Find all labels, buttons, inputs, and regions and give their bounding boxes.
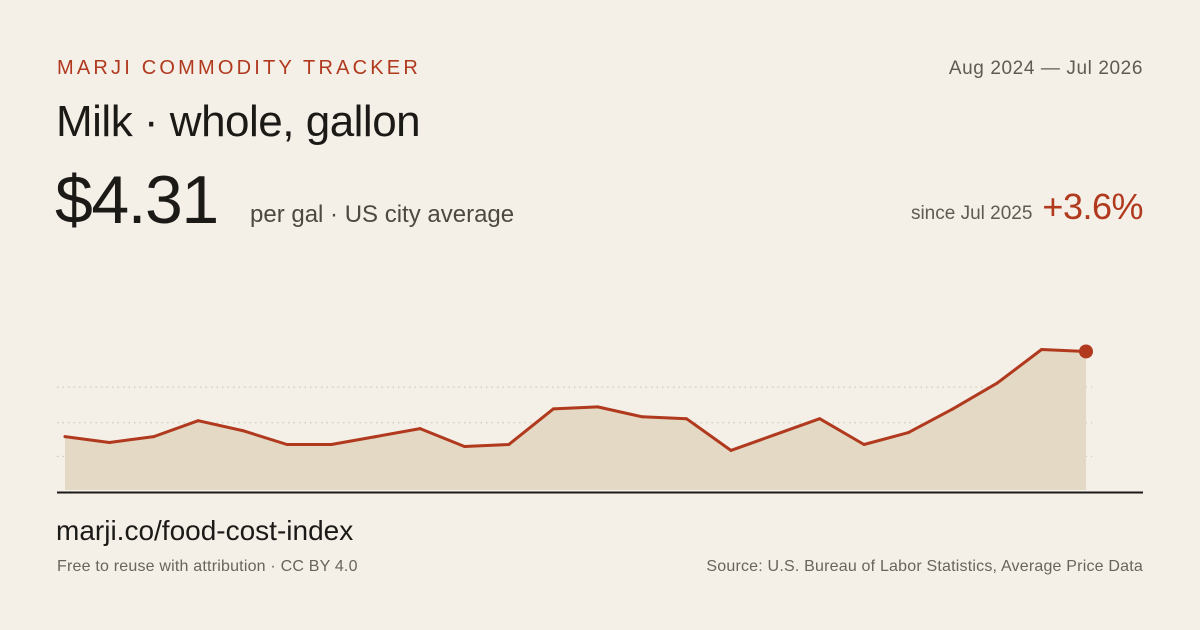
data-point-jul-2025 xyxy=(551,407,555,411)
source-note: Source: U.S. Bureau of Labor Statistics,… xyxy=(706,558,1143,575)
data-point-nov-2024 xyxy=(196,419,200,423)
data-point-feb-2026 xyxy=(862,442,866,446)
data-point-oct-2025 xyxy=(684,417,688,421)
data-point-jan-2025 xyxy=(285,442,289,446)
since-label: since Jul 2025 xyxy=(910,203,1033,224)
tracker-name: MARJI COMMODITY TRACKER xyxy=(57,57,421,79)
data-point-oct-2024 xyxy=(152,435,156,439)
data-point-may-2025 xyxy=(463,444,467,448)
product-title: Milk · whole, gallon xyxy=(56,97,421,146)
data-point-apr-2025 xyxy=(418,427,422,431)
data-point-mar-2025 xyxy=(374,435,378,439)
data-point-feb-2025 xyxy=(329,442,333,446)
data-point-apr-2026 xyxy=(951,407,955,411)
price-line xyxy=(63,348,1088,452)
data-point-may-2026 xyxy=(995,381,999,385)
site-url[interactable]: marji.co/food-cost-index xyxy=(56,515,354,546)
price-unit: per gal · US city average xyxy=(250,201,515,228)
data-point-dec-2025 xyxy=(773,433,777,437)
data-point-aug-2025 xyxy=(596,405,600,409)
latest-point-marker xyxy=(1079,344,1093,359)
change-value: +3.6% xyxy=(1042,186,1143,227)
data-point-jan-2026 xyxy=(818,417,822,421)
grid-lines xyxy=(57,386,1092,457)
data-point-jun-2026 xyxy=(1040,347,1044,351)
data-point-jun-2025 xyxy=(507,442,511,446)
data-point-aug-2024 xyxy=(63,435,67,439)
data-points xyxy=(63,347,1088,452)
data-point-sep-2024 xyxy=(107,441,111,444)
data-point-sep-2025 xyxy=(640,415,644,419)
date-range: Aug 2024 — Jul 2026 xyxy=(948,58,1143,79)
data-point-nov-2025 xyxy=(729,448,733,452)
license-note: Free to reuse with attribution · CC BY 4… xyxy=(57,558,358,575)
data-point-mar-2026 xyxy=(906,431,910,435)
current-price: $4.31 xyxy=(55,162,219,238)
price-change: since Jul 2025 +3.6% xyxy=(910,186,1144,228)
data-point-dec-2024 xyxy=(241,429,245,433)
price-area xyxy=(65,349,1086,490)
data-point-jul-2026 xyxy=(1084,349,1088,353)
